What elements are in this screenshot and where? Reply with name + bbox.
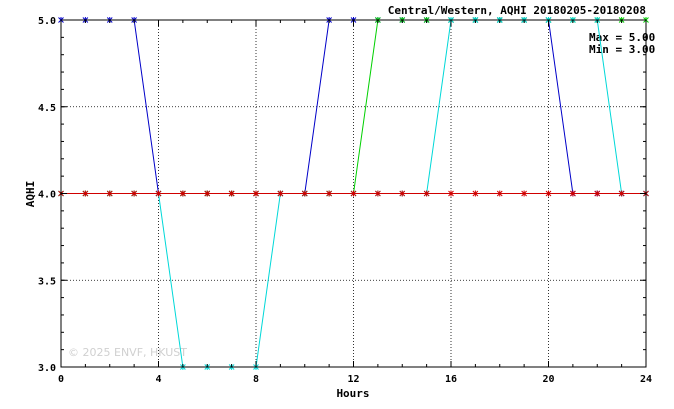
series-4-point [301, 190, 308, 197]
series-4-point [496, 190, 503, 197]
series-4-point [521, 190, 527, 197]
series-4-point [155, 190, 162, 197]
min-annotation: Min = 3.00 [589, 43, 655, 56]
x-axis-label: Hours [336, 387, 369, 400]
y-tick-label: 4.0 [38, 190, 56, 201]
chart-title: Central/Western, AQHI 20180205-20180208 [388, 4, 646, 17]
series-4-point [375, 190, 381, 197]
series-4-point [448, 190, 454, 197]
series-4-point [253, 190, 259, 197]
y-tick-label: 3.0 [38, 363, 56, 374]
series-4-point [277, 190, 284, 197]
series-4-point [204, 190, 211, 197]
series-4-point [399, 190, 406, 197]
watermark: © 2025 ENVF, HKUST [68, 346, 187, 359]
y-axis-label: AQHI [24, 181, 37, 208]
series-4-point [180, 190, 186, 197]
series-4-point [228, 190, 235, 197]
x-tick-label: 16 [445, 374, 457, 385]
series-4-point [82, 190, 89, 197]
series-4-point [106, 190, 113, 197]
y-tick-label: 4.5 [38, 103, 56, 114]
max-annotation: Max = 5.00 [589, 31, 655, 44]
x-tick-label: 4 [155, 374, 161, 385]
x-tick-label: 8 [253, 374, 259, 385]
x-tick-label: 20 [542, 374, 554, 385]
y-tick-label: 3.5 [38, 276, 56, 287]
series-4-point [472, 190, 479, 197]
series-4-point [326, 190, 332, 197]
series-4-point [350, 190, 357, 197]
series-4-point [545, 190, 552, 197]
x-tick-label: 24 [640, 374, 652, 385]
y-tick-label: 5.0 [38, 16, 56, 27]
x-tick-label: 12 [347, 374, 359, 385]
series-4-point [423, 190, 430, 197]
series-4-point [594, 190, 601, 197]
ticks-group: 0 4 8 12 16 20 24 3.0 3.5 4.0 4.5 5.0 [38, 16, 652, 385]
series-4-point [131, 190, 137, 197]
series-4-point [618, 190, 625, 197]
grid-lines [61, 20, 646, 367]
x-tick-label: 0 [58, 374, 64, 385]
series-4-point [570, 190, 576, 197]
